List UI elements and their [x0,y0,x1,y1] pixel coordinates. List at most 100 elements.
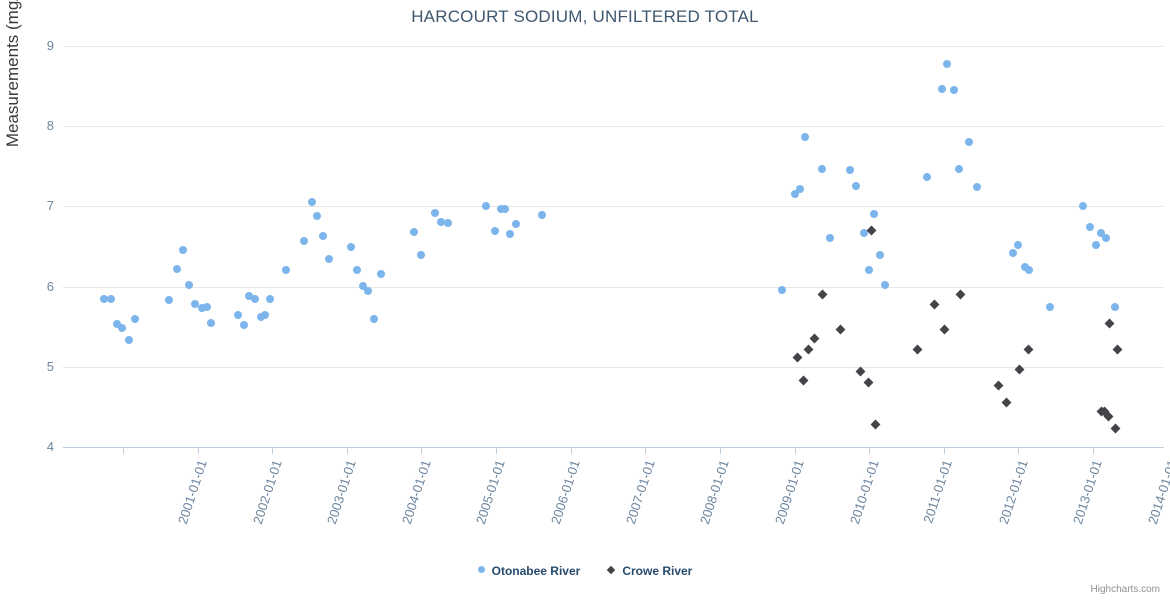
legend-item-crowe-river[interactable]: Crowe River [607,563,692,578]
data-point[interactable] [118,323,127,332]
data-point[interactable] [1014,240,1023,249]
data-point[interactable] [353,265,362,274]
data-point[interactable] [164,296,173,305]
data-point[interactable] [866,225,877,236]
data-point[interactable] [251,294,260,303]
data-point[interactable] [809,333,820,344]
data-point[interactable] [173,264,182,273]
data-point[interactable] [233,311,242,320]
data-point[interactable] [955,289,966,300]
data-point[interactable] [852,182,861,191]
data-point[interactable] [855,366,866,377]
data-point[interactable] [939,324,950,335]
data-point[interactable] [870,419,881,430]
data-point[interactable] [791,190,800,199]
data-point[interactable] [1078,201,1087,210]
data-point[interactable] [100,294,109,303]
data-point[interactable] [1001,397,1012,408]
data-point[interactable] [203,302,212,311]
data-point[interactable] [307,197,316,206]
highcharts-credits[interactable]: Highcharts.com [1090,584,1160,595]
data-point[interactable] [922,172,931,181]
data-point[interactable] [795,184,804,193]
data-point[interactable] [955,164,964,173]
data-point[interactable] [965,138,974,147]
data-point[interactable] [863,377,874,388]
data-point[interactable] [1104,318,1115,329]
data-point[interactable] [113,320,122,329]
data-point[interactable] [865,265,874,274]
data-point[interactable] [410,228,418,237]
data-point[interactable] [245,292,254,301]
data-point[interactable] [265,294,274,303]
data-point[interactable] [324,254,333,263]
data-point[interactable] [1086,223,1094,232]
data-point[interactable] [912,345,923,355]
data-point[interactable] [1111,302,1120,311]
data-point[interactable] [313,212,321,221]
data-point[interactable] [239,321,248,330]
data-point[interactable] [369,314,378,323]
data-point[interactable] [207,318,216,327]
data-point[interactable] [359,281,368,290]
data-point[interactable] [870,209,879,218]
data-point[interactable] [875,250,884,259]
data-point[interactable] [817,289,828,300]
data-point[interactable] [130,314,139,323]
data-point[interactable] [496,204,505,213]
data-point[interactable] [880,280,889,289]
data-point[interactable] [124,336,133,345]
data-point[interactable] [929,299,940,310]
data-point[interactable] [800,133,809,142]
data-point[interactable] [835,324,846,335]
data-point[interactable] [1091,240,1100,249]
data-point[interactable] [826,234,835,243]
data-point[interactable] [942,60,951,69]
data-point[interactable] [512,220,521,229]
data-point[interactable] [178,245,187,254]
data-point[interactable] [1110,423,1121,434]
data-point[interactable] [436,218,445,227]
data-point[interactable] [950,86,959,95]
data-point[interactable] [444,219,453,228]
data-point[interactable] [377,269,386,278]
data-point[interactable] [538,211,547,220]
data-point[interactable] [281,265,290,274]
data-point[interactable] [1023,345,1034,355]
data-point[interactable] [859,228,868,237]
data-point[interactable] [190,300,199,309]
data-point[interactable] [1045,302,1054,311]
data-point[interactable] [482,201,491,210]
data-point[interactable] [363,286,372,295]
data-point[interactable] [818,164,827,173]
data-point[interactable] [318,232,327,241]
data-point[interactable] [501,204,510,213]
data-point[interactable] [798,375,809,386]
data-point[interactable] [1014,364,1025,375]
legend-item-otonabee-river[interactable]: Otonabee River [477,563,580,578]
data-point[interactable] [184,280,193,289]
data-point[interactable] [792,352,803,363]
x-tick-label-2013: 2013-01-01 [1070,458,1106,526]
data-point[interactable] [803,344,814,355]
data-point[interactable] [1009,248,1018,257]
data-point[interactable] [416,250,425,259]
data-point[interactable] [845,166,854,175]
data-point[interactable] [1112,345,1123,355]
data-point[interactable] [299,236,308,245]
data-point[interactable] [430,208,439,217]
data-point[interactable] [1103,411,1114,422]
data-point[interactable] [491,227,500,236]
data-point[interactable] [993,380,1004,391]
data-point[interactable] [937,85,946,94]
data-point[interactable] [505,229,514,238]
data-point[interactable] [1101,234,1110,243]
data-point[interactable] [347,243,356,252]
data-point[interactable] [107,294,116,303]
data-point[interactable] [260,311,269,320]
data-point[interactable] [1024,265,1033,274]
data-point[interactable] [777,285,786,294]
data-point[interactable] [972,183,981,192]
data-point[interactable] [198,304,207,313]
data-point[interactable] [1097,228,1106,237]
